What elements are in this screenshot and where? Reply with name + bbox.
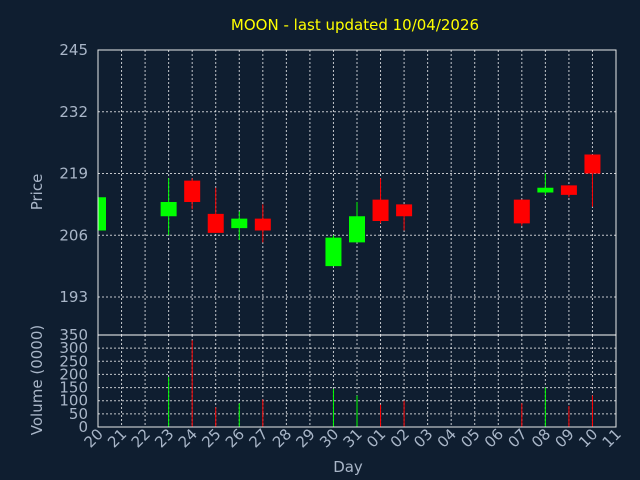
volume-tick-label: 250 xyxy=(59,352,88,370)
volume-tick-label: 0 xyxy=(78,418,88,436)
x-tick-label: 11 xyxy=(599,425,625,451)
x-tick-label: 04 xyxy=(434,425,460,451)
candle-body xyxy=(372,199,389,221)
x-tick-label: 05 xyxy=(457,425,483,451)
candle-body xyxy=(513,199,530,224)
volume-tick-label: 100 xyxy=(59,392,88,410)
volume-tick-label: 300 xyxy=(59,339,88,357)
candle-body xyxy=(207,213,224,233)
x-tick-label: 27 xyxy=(245,425,271,451)
price-tick-label: 193 xyxy=(59,288,88,306)
x-tick-label: 25 xyxy=(198,425,224,451)
price-axis-label: Price xyxy=(28,174,46,211)
x-tick-label: 08 xyxy=(528,425,554,451)
x-tick-label: 06 xyxy=(481,425,507,451)
x-tick-label: 03 xyxy=(410,425,436,451)
x-axis-label: Day xyxy=(333,458,363,476)
candle-body xyxy=(560,185,577,195)
price-tick-label: 232 xyxy=(59,103,88,121)
x-tick-label: 29 xyxy=(293,425,319,451)
x-tick-label: 24 xyxy=(175,425,201,451)
volume-tick-label: 50 xyxy=(69,405,88,423)
x-tick-label: 30 xyxy=(316,425,342,451)
x-tick-label: 26 xyxy=(222,425,248,451)
candle-body xyxy=(537,187,554,193)
price-grid xyxy=(98,50,616,335)
candle-body xyxy=(98,197,106,231)
price-tick-label: 245 xyxy=(59,41,88,59)
candle-body xyxy=(184,180,201,202)
x-tick-label: 10 xyxy=(575,425,601,451)
volume-bars xyxy=(168,340,593,427)
price-tick-label: 219 xyxy=(59,165,88,183)
x-tick-label: 21 xyxy=(104,425,130,451)
x-tick-label: 31 xyxy=(340,425,366,451)
volume-tick-label: 150 xyxy=(59,379,88,397)
x-tick-label: 22 xyxy=(128,425,154,451)
candle-body xyxy=(231,218,248,229)
x-tick-label: 01 xyxy=(363,425,389,451)
x-tick-label: 07 xyxy=(504,425,530,451)
price-candles xyxy=(97,154,601,267)
x-tick-label: 09 xyxy=(552,425,578,451)
candle-body xyxy=(325,237,342,267)
volume-tick-label: 350 xyxy=(59,326,88,344)
candle-body xyxy=(254,218,271,231)
volume-plot-frame xyxy=(97,334,617,428)
volume-tick-label: 200 xyxy=(59,365,88,383)
x-tick-label: 28 xyxy=(269,425,295,451)
price-tick-label: 206 xyxy=(59,226,88,244)
tick-labels: 2021222324252627282930310102030405060708… xyxy=(59,41,624,451)
candle-body xyxy=(349,216,365,243)
volume-axis-label: Volume (0000) xyxy=(28,325,46,435)
candle-body xyxy=(584,154,601,174)
chart-title: MOON - last updated 10/04/2026 xyxy=(231,16,479,34)
candle-body xyxy=(396,204,413,217)
x-tick-label: 23 xyxy=(151,425,177,451)
candle-body xyxy=(160,202,177,217)
x-tick-label: 02 xyxy=(387,425,413,451)
